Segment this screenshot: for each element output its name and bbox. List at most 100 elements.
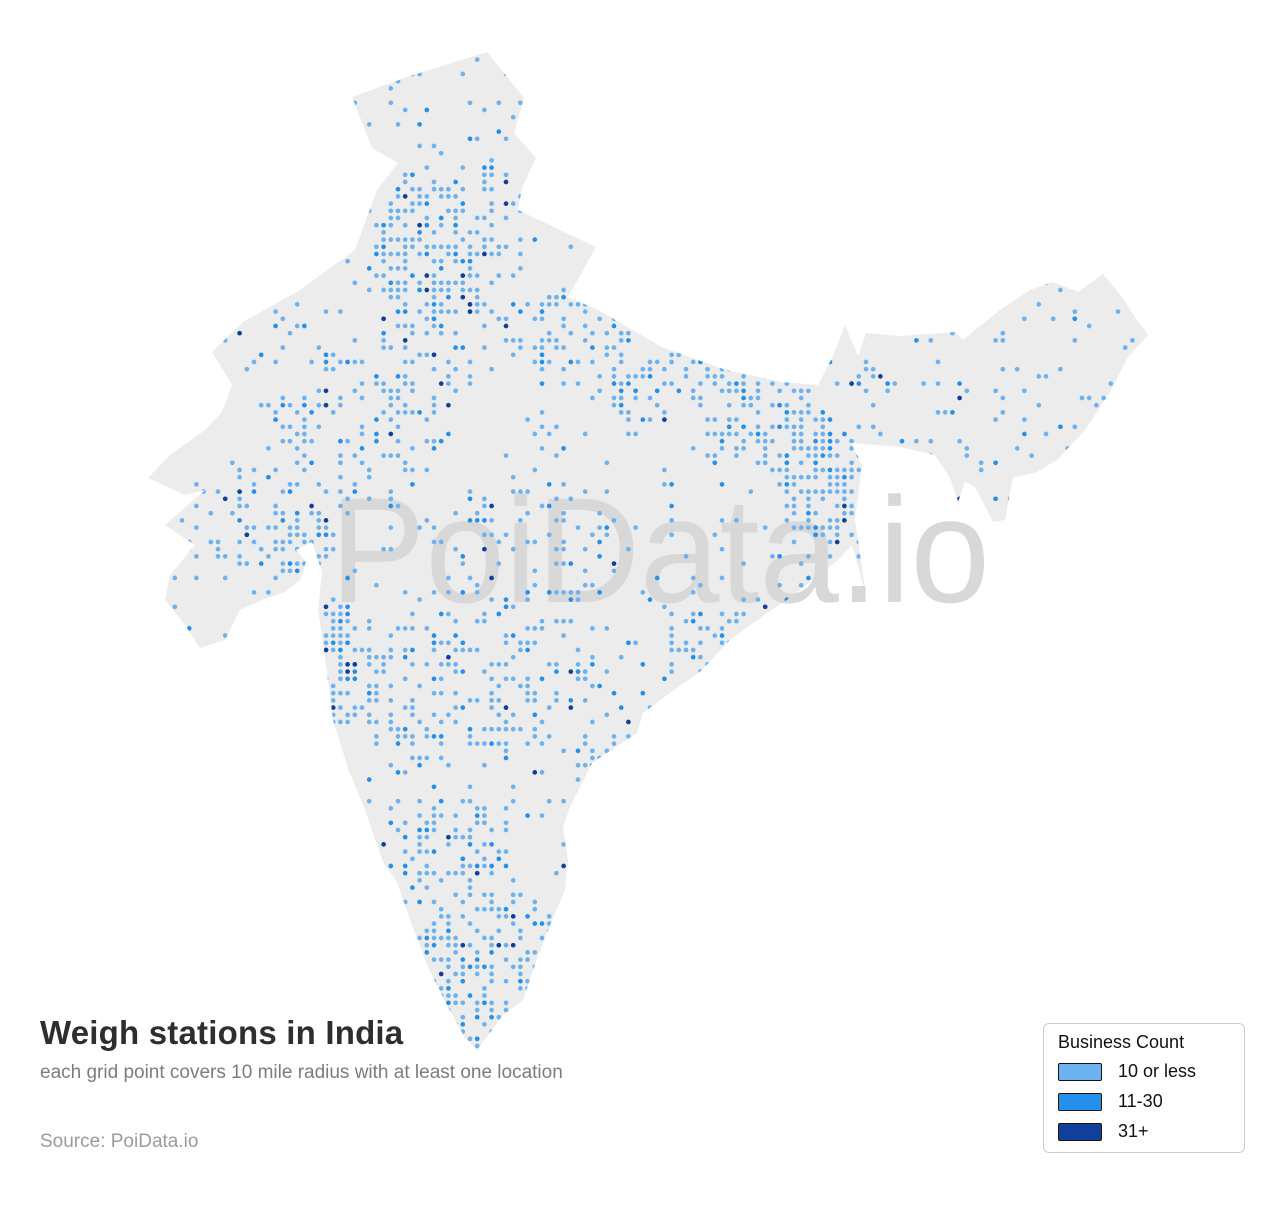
dot [878,78,883,84]
dot [762,460,768,466]
dot [618,402,624,408]
dot [510,338,516,343]
dot-dark [467,302,473,307]
dot [431,186,437,192]
dot [539,813,545,818]
dot [834,539,840,545]
dot [366,287,372,293]
dot [849,57,854,62]
dot [568,561,574,566]
dot [568,359,574,365]
dot [474,971,480,977]
dot [1086,107,1092,113]
dot [302,417,307,422]
dot [381,388,386,394]
dot [273,230,278,235]
dot [158,496,163,502]
dot [208,712,214,718]
dot [863,359,869,365]
dot [633,921,638,926]
dot [148,251,149,257]
dot [474,287,480,293]
dot [402,266,408,271]
dot [597,388,602,394]
dot [460,1014,466,1020]
dot [798,906,804,912]
dot [820,431,826,437]
dot [287,640,293,646]
dot [626,338,631,343]
dot [273,510,278,516]
dot [431,590,437,595]
dot [287,892,293,898]
dot [273,417,278,422]
dot [957,964,962,970]
dot [1130,1000,1135,1006]
dot [467,921,473,926]
dot [568,964,574,970]
dot [770,309,775,314]
dot [842,482,847,487]
dot [258,57,264,62]
dot [964,842,970,847]
dot [762,755,768,761]
dot [302,438,307,444]
dot [474,964,480,970]
dot [503,863,509,869]
dot [323,676,329,682]
dot [345,510,350,516]
dot [604,784,610,790]
dot [510,964,516,970]
dot [431,640,437,646]
dot [489,827,494,833]
dot [683,287,689,293]
dot [417,122,422,127]
dot [410,647,415,653]
dot [763,1058,768,1063]
dot [302,590,307,595]
dot [1108,496,1114,502]
dot [561,482,566,487]
dot [237,467,242,473]
dot [438,957,444,962]
dot [618,352,624,358]
dot [827,359,833,365]
dot [582,302,588,307]
dot [856,899,862,905]
dot [1007,532,1013,538]
dot [381,244,386,250]
dot [993,734,998,739]
dot [1130,446,1135,451]
dot [165,316,170,322]
dot [942,892,948,898]
dot [842,467,847,473]
dot [842,971,847,977]
dot [1086,539,1092,545]
dot [518,928,523,934]
dot [734,417,739,422]
dot [402,309,408,314]
dot [762,438,768,444]
dot [453,258,458,264]
dot [791,539,797,545]
dot [1152,180,1157,185]
dot [870,366,876,372]
dot [770,381,775,386]
dot [489,366,494,372]
dot [993,273,998,278]
dot [280,424,286,430]
dot [474,518,480,523]
dot [482,863,487,869]
dot [460,863,466,869]
dot [539,935,545,941]
dot [388,726,394,732]
dot [590,345,595,350]
dot [705,222,710,228]
dot [633,1058,638,1063]
dot [388,417,394,422]
dot [856,186,862,192]
dot [618,885,624,890]
dot [438,323,444,329]
dot [417,57,422,62]
dot [330,626,336,631]
